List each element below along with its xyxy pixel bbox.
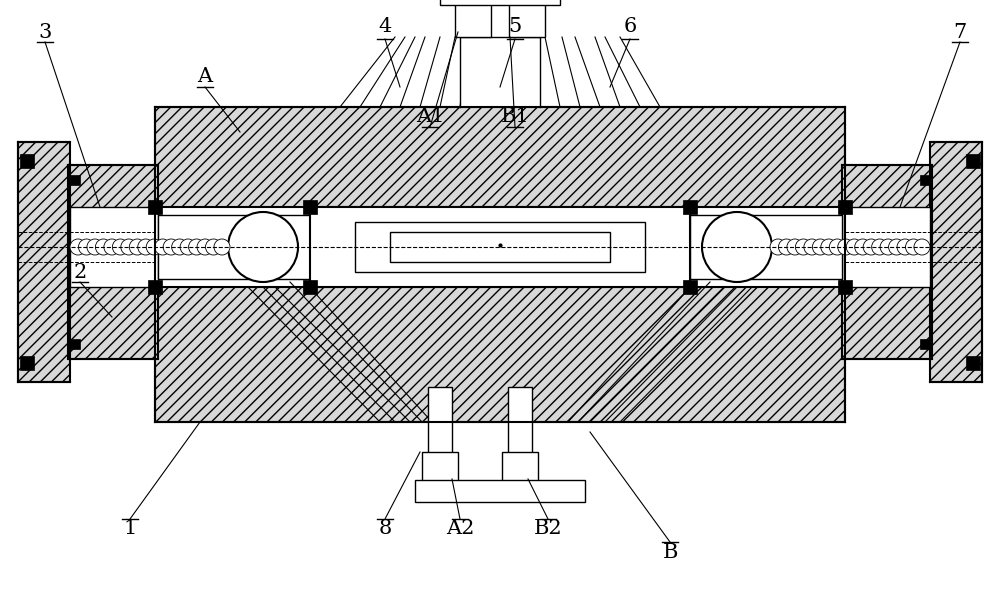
Circle shape <box>180 239 196 255</box>
Bar <box>460 37 540 107</box>
Bar <box>690 215 842 279</box>
Text: 3: 3 <box>38 23 52 42</box>
Circle shape <box>197 239 213 255</box>
Bar <box>155 287 845 422</box>
Bar <box>158 215 310 279</box>
Bar <box>303 200 317 214</box>
Circle shape <box>914 239 930 255</box>
Bar <box>70 339 80 349</box>
Circle shape <box>889 239 905 255</box>
Bar <box>310 207 690 287</box>
Text: 4: 4 <box>378 17 392 36</box>
Text: A2: A2 <box>446 519 474 538</box>
Circle shape <box>129 239 145 255</box>
Circle shape <box>78 239 94 255</box>
Text: B: B <box>662 543 678 562</box>
Bar <box>355 222 645 272</box>
Bar <box>428 387 452 457</box>
Circle shape <box>795 239 811 255</box>
Circle shape <box>897 239 913 255</box>
Circle shape <box>863 239 879 255</box>
Circle shape <box>855 239 871 255</box>
Circle shape <box>87 239 103 255</box>
Bar <box>422 452 458 487</box>
Circle shape <box>880 239 896 255</box>
Bar <box>303 280 317 294</box>
Circle shape <box>906 239 922 255</box>
Text: 5: 5 <box>508 17 522 36</box>
Text: A1: A1 <box>416 107 444 127</box>
Bar <box>509 2 545 37</box>
Bar <box>966 154 980 168</box>
Bar <box>70 175 80 185</box>
Circle shape <box>702 212 772 282</box>
Bar <box>415 480 585 502</box>
Bar <box>18 142 70 382</box>
Bar <box>842 207 930 287</box>
Bar <box>508 387 532 457</box>
Circle shape <box>846 239 862 255</box>
Bar <box>148 280 162 294</box>
Circle shape <box>838 239 854 255</box>
Bar <box>455 2 491 37</box>
Bar <box>930 142 982 382</box>
Circle shape <box>829 239 845 255</box>
Text: B1: B1 <box>501 107 529 127</box>
Circle shape <box>770 239 786 255</box>
Circle shape <box>112 239 128 255</box>
Circle shape <box>787 239 803 255</box>
Text: 2: 2 <box>73 263 87 282</box>
Circle shape <box>189 239 205 255</box>
Bar <box>20 154 34 168</box>
Text: 6: 6 <box>623 17 637 36</box>
Bar <box>502 452 538 487</box>
Bar <box>70 207 158 287</box>
Circle shape <box>804 239 820 255</box>
Circle shape <box>146 239 162 255</box>
Circle shape <box>214 239 230 255</box>
Bar <box>842 165 932 359</box>
Bar <box>390 232 610 262</box>
Circle shape <box>821 239 837 255</box>
Text: 8: 8 <box>378 519 392 538</box>
Circle shape <box>138 239 154 255</box>
Circle shape <box>121 239 137 255</box>
Bar <box>148 200 162 214</box>
Text: 7: 7 <box>953 23 967 42</box>
Bar <box>920 175 930 185</box>
Circle shape <box>778 239 794 255</box>
Circle shape <box>155 239 171 255</box>
Circle shape <box>172 239 188 255</box>
Bar <box>683 200 697 214</box>
Circle shape <box>812 239 828 255</box>
Bar <box>440 0 560 5</box>
Circle shape <box>206 239 222 255</box>
Bar <box>68 165 158 359</box>
Circle shape <box>95 239 111 255</box>
Circle shape <box>228 212 298 282</box>
Bar <box>838 200 852 214</box>
Text: B2: B2 <box>534 519 562 538</box>
Text: A: A <box>197 67 213 87</box>
Circle shape <box>104 239 120 255</box>
Text: 1: 1 <box>123 519 137 538</box>
Bar <box>838 280 852 294</box>
Bar <box>20 356 34 370</box>
Bar <box>920 339 930 349</box>
Circle shape <box>163 239 179 255</box>
Circle shape <box>872 239 888 255</box>
Bar <box>155 107 845 207</box>
Bar <box>966 356 980 370</box>
Bar <box>683 280 697 294</box>
Circle shape <box>70 239 86 255</box>
